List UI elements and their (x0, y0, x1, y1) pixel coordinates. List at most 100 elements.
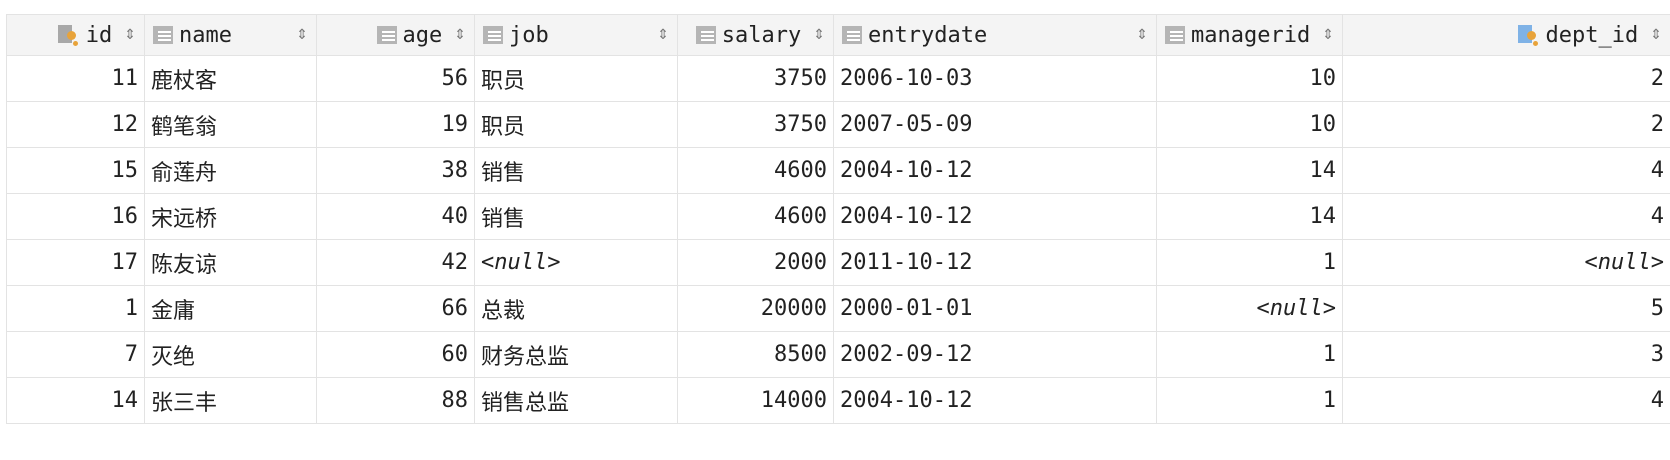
cell-dept_id[interactable]: 5 (1342, 285, 1670, 332)
cell-dept_id[interactable]: <null> (1342, 239, 1670, 286)
cell-dept_id[interactable]: 2 (1342, 101, 1670, 148)
cell-salary[interactable]: 8500 (677, 331, 834, 378)
cell-managerid[interactable]: 1 (1156, 377, 1343, 424)
column-icon (376, 26, 397, 44)
cell-name[interactable]: 灭绝 (144, 331, 317, 378)
cell-entrydate[interactable]: 2002-09-12 (833, 331, 1157, 378)
sort-icon[interactable]: ⇕ (124, 27, 136, 43)
table-row[interactable]: 14 张三丰 88 销售总监 14000 2004-10-12 1 4 (6, 377, 1670, 424)
cell-age[interactable]: 40 (316, 193, 475, 240)
column-header-age[interactable]: age ⇕ (316, 14, 475, 56)
cell-id[interactable]: 12 (6, 101, 145, 148)
cell-job[interactable]: 销售总监 (474, 377, 678, 424)
cell-id[interactable]: 16 (6, 193, 145, 240)
cell-age[interactable]: 60 (316, 331, 475, 378)
cell-salary[interactable]: 3750 (677, 55, 834, 102)
cell-dept_id[interactable]: 4 (1342, 193, 1670, 240)
column-header-label: dept_id (1545, 22, 1639, 48)
cell-age[interactable]: 42 (316, 239, 475, 286)
cell-salary[interactable]: 20000 (677, 285, 834, 332)
cell-age[interactable]: 66 (316, 285, 475, 332)
cell-name[interactable]: 鹿杖客 (144, 55, 317, 102)
sort-icon[interactable]: ⇕ (454, 27, 466, 43)
cell-salary[interactable]: 2000 (677, 239, 834, 286)
cell-id[interactable]: 14 (6, 377, 145, 424)
cell-dept_id[interactable]: 4 (1342, 377, 1670, 424)
column-icon (483, 26, 503, 44)
cell-salary[interactable]: 4600 (677, 193, 834, 240)
sort-icon[interactable]: ⇕ (1650, 27, 1662, 43)
column-header-dept_id[interactable]: dept_id ⇕ (1342, 14, 1670, 56)
cell-age[interactable]: 19 (316, 101, 475, 148)
cell-managerid[interactable]: 10 (1156, 55, 1343, 102)
cell-id[interactable]: 17 (6, 239, 145, 286)
cell-managerid[interactable]: 10 (1156, 101, 1343, 148)
cell-managerid[interactable]: 1 (1156, 239, 1343, 286)
table-row[interactable]: 17 陈友谅 42 <null> 2000 2011-10-12 1 <null> (6, 239, 1670, 286)
cell-entrydate[interactable]: 2004-10-12 (833, 193, 1157, 240)
table-row[interactable]: 12 鹤笔翁 19 职员 3750 2007-05-09 10 2 (6, 101, 1670, 148)
cell-id[interactable]: 11 (6, 55, 145, 102)
table-row[interactable]: 7 灭绝 60 财务总监 8500 2002-09-12 1 3 (6, 331, 1670, 378)
header-cell: dept_id ⇕ (1344, 16, 1670, 55)
cell-entrydate[interactable]: 2007-05-09 (833, 101, 1157, 148)
cell-job[interactable]: 销售 (474, 147, 678, 194)
column-header-id[interactable]: id ⇕ (6, 14, 145, 56)
cell-name[interactable]: 张三丰 (144, 377, 317, 424)
table-row[interactable]: 1 金庸 66 总裁 20000 2000-01-01 <null> 5 (6, 285, 1670, 332)
cell-entrydate[interactable]: 2000-01-01 (833, 285, 1157, 332)
cell-name[interactable]: 陈友谅 (144, 239, 317, 286)
cell-managerid[interactable]: 1 (1156, 331, 1343, 378)
cell-managerid[interactable]: <null> (1156, 285, 1343, 332)
column-header-managerid[interactable]: managerid ⇕ (1156, 14, 1343, 56)
sort-icon[interactable]: ⇕ (1136, 27, 1148, 43)
cell-age[interactable]: 56 (316, 55, 475, 102)
cell-name[interactable]: 俞莲舟 (144, 147, 317, 194)
column-header-entrydate[interactable]: entrydate ⇕ (833, 14, 1157, 56)
cell-job[interactable]: 职员 (474, 101, 678, 148)
cell-age[interactable]: 88 (316, 377, 475, 424)
cell-entrydate[interactable]: 2004-10-12 (833, 377, 1157, 424)
cell-salary[interactable]: 14000 (677, 377, 834, 424)
column-header-salary[interactable]: salary ⇕ (677, 14, 834, 56)
cell-job[interactable]: 财务总监 (474, 331, 678, 378)
cell-managerid[interactable]: 14 (1156, 147, 1343, 194)
column-header-name[interactable]: name ⇕ (144, 14, 317, 56)
cell-dept_id[interactable]: 3 (1342, 331, 1670, 378)
sort-icon[interactable]: ⇕ (813, 27, 825, 43)
cell-job[interactable]: 职员 (474, 55, 678, 102)
cell-name[interactable]: 宋远桥 (144, 193, 317, 240)
header-cell: job ⇕ (476, 16, 677, 55)
cell-job[interactable]: 总裁 (474, 285, 678, 332)
cell-job[interactable]: <null> (474, 239, 678, 286)
cell-age[interactable]: 38 (316, 147, 475, 194)
sort-icon[interactable]: ⇕ (296, 27, 308, 43)
cell-dept_id[interactable]: 2 (1342, 55, 1670, 102)
table-row[interactable]: 11 鹿杖客 56 职员 3750 2006-10-03 10 2 (6, 55, 1670, 102)
cell-name[interactable]: 鹤笔翁 (144, 101, 317, 148)
cell-name[interactable]: 金庸 (144, 285, 317, 332)
table-row[interactable]: 15 俞莲舟 38 销售 4600 2004-10-12 14 4 (6, 147, 1670, 194)
column-header-label: age (402, 22, 443, 48)
cell-entrydate[interactable]: 2006-10-03 (833, 55, 1157, 102)
sort-icon[interactable]: ⇕ (657, 27, 669, 43)
column-header-label: id (85, 22, 113, 48)
table-row[interactable]: 16 宋远桥 40 销售 4600 2004-10-12 14 4 (6, 193, 1670, 240)
cell-job[interactable]: 销售 (474, 193, 678, 240)
cell-salary[interactable]: 4600 (677, 147, 834, 194)
cell-id[interactable]: 7 (6, 331, 145, 378)
cell-id[interactable]: 1 (6, 285, 145, 332)
primary-key-column-icon (57, 25, 80, 45)
cell-salary[interactable]: 3750 (677, 101, 834, 148)
column-header-label: name (179, 22, 232, 48)
column-header-job[interactable]: job ⇕ (474, 14, 678, 56)
cell-entrydate[interactable]: 2004-10-12 (833, 147, 1157, 194)
cell-managerid[interactable]: 14 (1156, 193, 1343, 240)
cell-entrydate[interactable]: 2011-10-12 (833, 239, 1157, 286)
header-cell: managerid ⇕ (1158, 16, 1342, 55)
sort-icon[interactable]: ⇕ (1322, 27, 1334, 43)
cell-id[interactable]: 15 (6, 147, 145, 194)
cell-dept_id[interactable]: 4 (1342, 147, 1670, 194)
grid-body: 11 鹿杖客 56 职员 3750 2006-10-03 10 2 12 鹤笔翁 19 职员 3750 2… (6, 55, 1670, 424)
column-icon (153, 26, 173, 44)
